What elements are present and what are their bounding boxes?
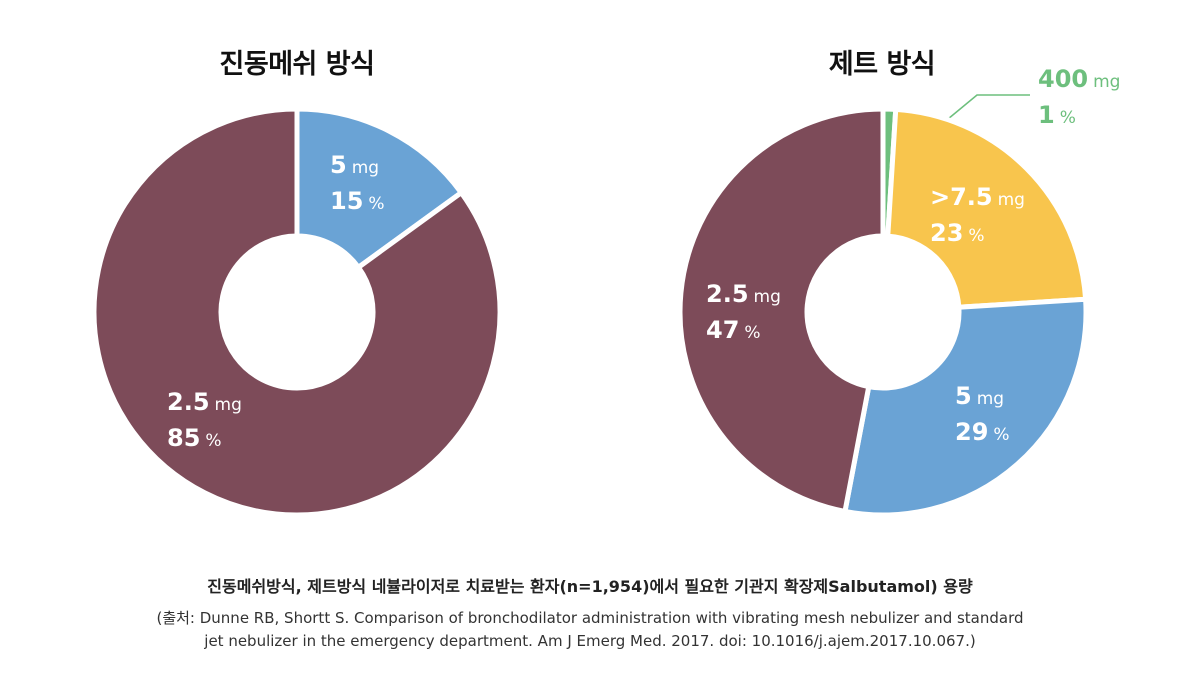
dose-value: >7.5 <box>930 183 993 211</box>
data-label-dose: 400 mg <box>1038 65 1120 93</box>
percent-symbol: % <box>968 226 984 246</box>
data-label-percent: 1% <box>1038 101 1076 129</box>
percent-symbol: % <box>744 323 760 343</box>
source-line-1: (출처: Dunne RB, Shortt S. Comparison of b… <box>156 609 1024 627</box>
data-label-percent: 23% <box>930 219 985 247</box>
percent-value: 15 <box>330 187 363 215</box>
dose-value: 5 <box>955 382 972 410</box>
percent-value: 23 <box>930 219 963 247</box>
dose-value: 2.5 <box>706 280 749 308</box>
data-label-dose: 2.5 mg <box>706 280 781 308</box>
figure-caption: 진동메쉬방식, 제트방식 네뷸라이저로 치료받는 환자(n=1,954)에서 필… <box>207 577 973 596</box>
dose-value: 400 <box>1038 65 1088 93</box>
slice-2.5mg <box>677 106 886 515</box>
percent-value: 47 <box>706 316 739 344</box>
percent-symbol: % <box>993 425 1009 445</box>
data-label-percent: 29% <box>955 418 1010 446</box>
dose-value: 5 <box>330 151 347 179</box>
source-line-2: jet nebulizer in the emergency departmen… <box>204 632 976 650</box>
data-label-dose: 2.5 mg <box>167 388 242 416</box>
data-label-dose: >7.5 mg <box>930 183 1025 211</box>
slice-5mg <box>842 296 1089 518</box>
data-label-dose: 5 mg <box>330 151 379 179</box>
chart-title-jet: 제트 방식 <box>828 49 936 80</box>
slice-5mg <box>294 106 465 271</box>
percent-value: 1 <box>1038 101 1055 129</box>
dose-unit: mg <box>215 395 242 415</box>
dose-value: 2.5 <box>167 388 210 416</box>
percent-symbol: % <box>1060 108 1076 128</box>
dose-unit: mg <box>1093 72 1120 92</box>
slice-7.5mg <box>885 106 1089 310</box>
dose-unit: mg <box>352 158 379 178</box>
data-label-percent: 47% <box>706 316 761 344</box>
data-label-dose: 5 mg <box>955 382 1004 410</box>
percent-symbol: % <box>368 194 384 214</box>
data-label-percent: 15% <box>330 187 385 215</box>
chart-title-mesh: 진동메쉬 방식 <box>219 49 375 80</box>
data-label-percent: 85% <box>167 424 222 452</box>
dose-unit: mg <box>998 190 1025 210</box>
percent-value: 29 <box>955 418 988 446</box>
slice-2.5mg <box>91 106 503 518</box>
percent-symbol: % <box>205 431 221 451</box>
dose-unit: mg <box>977 389 1004 409</box>
dose-unit: mg <box>754 287 781 307</box>
percent-value: 85 <box>167 424 200 452</box>
